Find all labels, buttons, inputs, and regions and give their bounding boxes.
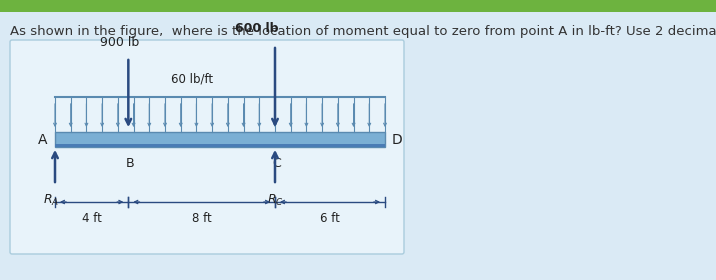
Text: 4 ft: 4 ft xyxy=(82,212,102,225)
Text: 8 ft: 8 ft xyxy=(192,212,211,225)
Bar xyxy=(0,0,716,12)
FancyBboxPatch shape xyxy=(10,40,404,254)
Text: D: D xyxy=(392,132,402,146)
Text: 900 lb: 900 lb xyxy=(100,36,140,49)
Text: A: A xyxy=(38,132,48,146)
Text: 60 lb/ft: 60 lb/ft xyxy=(170,72,213,85)
Text: 600 lb: 600 lb xyxy=(236,22,279,35)
Text: $R_A$: $R_A$ xyxy=(43,193,59,208)
Bar xyxy=(55,143,385,147)
Text: As shown in the figure,  where is the location of moment equal to zero from poin: As shown in the figure, where is the loc… xyxy=(10,25,716,38)
Text: B: B xyxy=(126,157,135,170)
Bar xyxy=(55,132,385,147)
Text: $R_C$: $R_C$ xyxy=(266,193,284,208)
Text: C: C xyxy=(273,157,281,170)
Text: 6 ft: 6 ft xyxy=(320,212,340,225)
